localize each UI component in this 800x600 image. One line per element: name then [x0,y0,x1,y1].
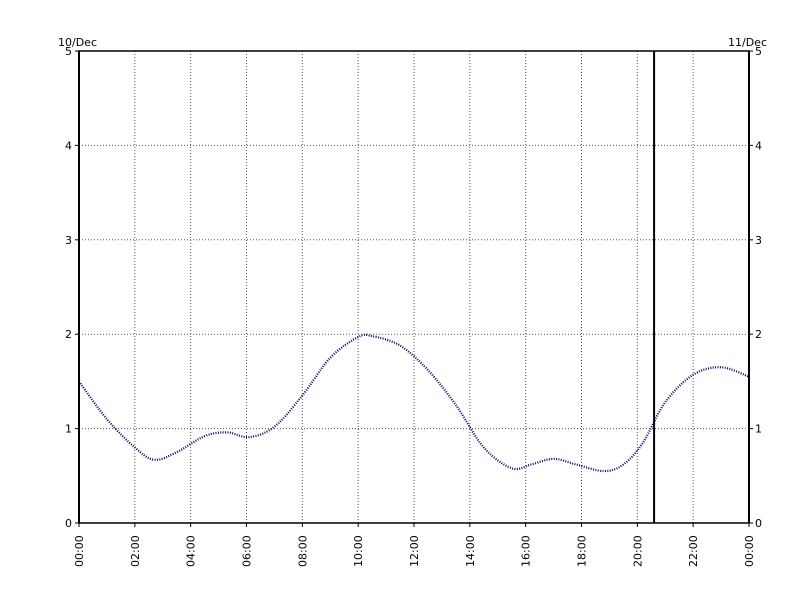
x-tick-label: 18:00 [576,535,589,567]
y-tick-label-left: 1 [65,423,72,436]
tick-marks [75,50,753,527]
x-tick-label: 06:00 [241,535,254,567]
x-tick-label: 12:00 [408,535,421,567]
date-label-right: 11/Dec [728,36,767,49]
x-tick-label: 22:00 [687,535,700,567]
plot-frame [78,50,750,524]
x-tick-label: 04:00 [185,535,198,567]
y-tick-label-left: 0 [65,517,72,530]
y-tick-label-right: 3 [755,234,762,247]
y-tick-label-right: 1 [755,423,762,436]
x-tick-label: 16:00 [520,535,533,567]
date-label-left: 10/Dec [58,36,97,49]
y-tick-label-right: 4 [755,139,762,152]
y-tick-label-left: 3 [65,234,72,247]
x-tick-label: 02:00 [129,535,142,567]
grid [79,51,749,523]
y-tick-label-left: 5 [65,45,72,58]
x-tick-label: 14:00 [464,535,477,567]
y-tick-label-right: 2 [755,328,762,341]
tide-series-line [78,333,750,473]
tick-labels: 00:00 02:00 04:00 06:00 08:00 10:00 12:00 14:00… [65,45,762,567]
y-tick-label-right: 0 [755,517,762,530]
x-tick-label: 08:00 [296,535,309,567]
x-tick-label: 00:00 [73,535,86,567]
y-tick-label-left: 4 [65,139,72,152]
x-tick-label: 10:00 [352,535,365,567]
y-tick-label-left: 2 [65,328,72,341]
x-tick-label: 20:00 [631,535,644,567]
x-tick-label: 00:00 [743,535,756,567]
y-tick-label-right: 5 [755,45,762,58]
series-layer [78,333,750,473]
